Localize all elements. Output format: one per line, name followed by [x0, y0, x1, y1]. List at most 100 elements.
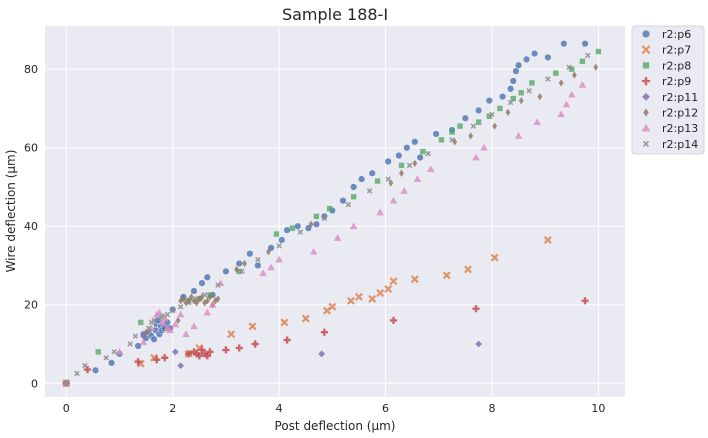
data-point: [567, 90, 576, 98]
data-point: [127, 341, 133, 347]
data-point: [569, 66, 575, 72]
data-point: [464, 265, 473, 274]
legend-label: r2:p9: [662, 75, 691, 88]
data-point: [83, 365, 92, 374]
data-point: [543, 235, 552, 244]
data-point: [368, 294, 377, 303]
data-point: [472, 153, 480, 161]
data-point: [201, 292, 208, 298]
data-point: [389, 196, 398, 204]
data-point: [195, 352, 203, 360]
data-point: [234, 265, 239, 274]
data-point: [169, 305, 177, 314]
data-point: [472, 305, 480, 313]
data-point: [175, 316, 181, 325]
series-r2-p14: [63, 52, 591, 387]
data-point: [177, 362, 185, 369]
data-point: [537, 93, 543, 101]
data-point: [312, 220, 321, 228]
legend-marker: [641, 123, 651, 132]
data-point: [185, 350, 193, 358]
data-point: [273, 231, 280, 237]
data-point: [204, 297, 210, 305]
data-point: [254, 261, 262, 270]
data-point: [208, 300, 217, 308]
data-point: [190, 322, 198, 330]
data-point: [134, 342, 142, 350]
data-point: [267, 263, 275, 271]
data-point: [134, 358, 142, 366]
data-point: [562, 100, 571, 108]
data-point: [255, 256, 261, 263]
data-point: [215, 282, 221, 288]
data-point: [321, 215, 328, 222]
legend-label: r2:p8: [662, 59, 691, 72]
data-point: [74, 370, 80, 377]
data-point: [107, 359, 116, 367]
data-point: [248, 322, 257, 331]
data-point: [153, 356, 161, 364]
data-point: [400, 187, 408, 194]
legend-label: r2:p11: [662, 91, 698, 104]
data-point: [82, 362, 88, 369]
data-point: [251, 340, 259, 348]
data-point: [368, 169, 376, 177]
legend-label: r2:p7: [662, 44, 691, 57]
data-points: [62, 40, 602, 388]
data-point: [198, 279, 206, 287]
data-point: [510, 95, 516, 102]
data-point: [95, 349, 101, 355]
data-point: [461, 114, 470, 122]
data-point: [169, 307, 176, 314]
legend-item: r2:p7: [641, 44, 691, 57]
data-point: [486, 113, 493, 119]
data-point: [399, 169, 404, 177]
data-point: [566, 64, 572, 70]
data-point: [198, 346, 206, 354]
legend-item: r2:p11: [642, 91, 698, 104]
data-point: [150, 335, 158, 343]
data-point: [354, 292, 363, 301]
data-point: [553, 70, 559, 76]
data-point: [492, 122, 498, 130]
data-point: [235, 344, 243, 352]
data-point: [595, 48, 602, 55]
data-point: [320, 212, 329, 221]
data-point: [199, 293, 205, 301]
data-point: [578, 81, 587, 88]
data-point: [171, 320, 180, 328]
data-point: [485, 96, 493, 105]
data-point: [413, 175, 422, 182]
legend-item: r2:p8: [642, 59, 691, 72]
data-point: [297, 229, 304, 235]
legend-item: r2:p12: [643, 107, 698, 120]
data-point: [385, 176, 391, 182]
data-point: [410, 275, 419, 284]
data-point: [242, 259, 247, 268]
data-point: [457, 123, 463, 129]
data-point: [406, 162, 413, 169]
data-point: [283, 336, 291, 344]
data-point: [475, 340, 483, 348]
data-point: [498, 93, 507, 101]
data-point: [309, 247, 318, 255]
data-point: [177, 303, 184, 310]
data-point: [139, 338, 148, 345]
data-point: [452, 138, 458, 146]
data-point: [376, 208, 385, 216]
x-tick-label: 10: [591, 402, 605, 415]
data-point: [222, 346, 230, 354]
data-point: [522, 55, 531, 64]
legend-marker: [643, 108, 649, 117]
series-r2-p12: [63, 63, 599, 387]
data-point: [509, 77, 517, 85]
legend-label: r2:p12: [662, 107, 698, 120]
legend-marker: [641, 29, 651, 39]
data-point: [395, 151, 403, 160]
x-tick-label: 2: [169, 402, 176, 415]
y-tick-label: 60: [24, 142, 38, 155]
data-point: [203, 308, 212, 316]
data-point: [63, 380, 70, 387]
y-axis-label: Wire deflection (µm): [4, 150, 18, 273]
data-point: [203, 273, 211, 281]
